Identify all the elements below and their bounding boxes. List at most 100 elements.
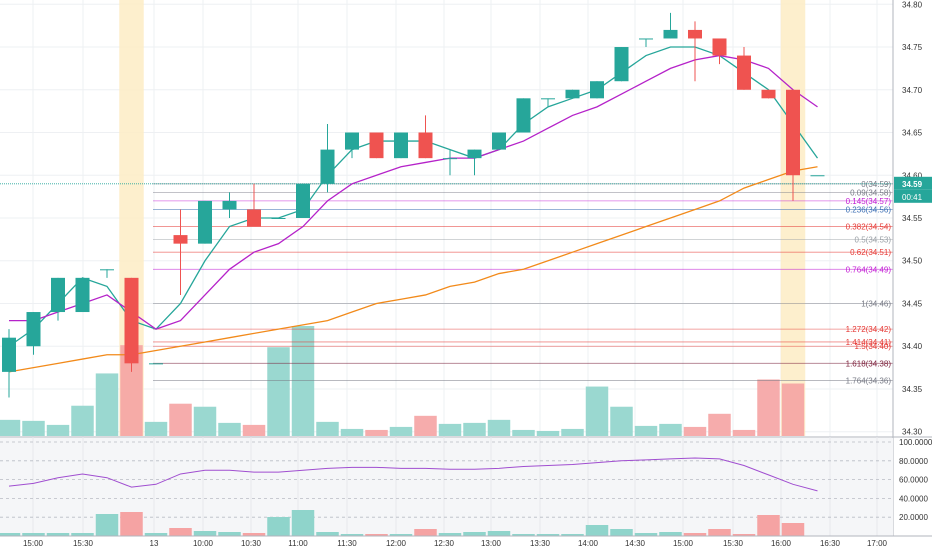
volume-bar <box>71 405 94 436</box>
volume-bar <box>487 419 511 436</box>
y-tick-label: 34.35 <box>902 385 923 394</box>
candle-body <box>296 183 310 218</box>
candle-body <box>198 200 212 244</box>
osc-y-tick-label: 80.0000 <box>899 457 928 466</box>
osc-volume-bar <box>46 533 70 536</box>
candle-body <box>222 200 237 210</box>
countdown-badge <box>894 189 932 203</box>
y-tick-label: 34.60 <box>902 171 923 180</box>
x-tick-label: 16:30 <box>820 539 841 548</box>
osc-volume-bar <box>340 534 364 536</box>
y-tick-label: 34.50 <box>902 257 923 266</box>
oscillator-background <box>0 438 893 536</box>
candle-body <box>516 98 531 133</box>
osc-volume-bar <box>242 533 266 536</box>
osc-volume-bar <box>487 531 511 536</box>
volume-bar <box>585 386 609 436</box>
volume-bar <box>169 403 192 436</box>
volume-bar <box>316 421 339 436</box>
fib-level-label: 0.145(34.57) <box>846 197 892 206</box>
volume-bars <box>0 326 805 436</box>
osc-volume-bar <box>438 533 462 536</box>
volume-bar <box>22 420 45 436</box>
fib-level-label: 0.764(34.49) <box>846 265 892 274</box>
osc-volume-bar <box>193 531 217 536</box>
osc-volume-bar <box>683 533 707 536</box>
x-tick-label: 10:30 <box>241 539 262 548</box>
fib-level-label: 1.272(34.42) <box>846 325 892 334</box>
osc-volume-bar <box>536 534 560 536</box>
osc-volume-bar <box>512 534 535 536</box>
candle-body <box>565 89 580 99</box>
candle-body <box>614 47 629 82</box>
x-tick-label: 15:00 <box>23 539 44 548</box>
candle-body <box>590 81 604 99</box>
osc-volume-bar <box>316 532 339 536</box>
volume-bar <box>512 429 535 436</box>
volume-bar <box>389 426 413 436</box>
oscillator-line <box>8 457 818 492</box>
candle-body <box>712 38 727 56</box>
x-tick-label: 11:00 <box>288 539 308 548</box>
volume-bar <box>95 373 119 436</box>
candles <box>2 12 825 398</box>
price-axis: 34.80 34.75 34.70 34.65 34.60 34.55 34.50 34.45… <box>892 0 932 550</box>
x-tick-label: 15:30 <box>73 539 94 548</box>
candle-body <box>394 132 408 159</box>
y-tick-label: 34.70 <box>902 86 923 95</box>
osc-volume-bar <box>732 534 756 536</box>
osc-y-tick-label: 60.0000 <box>899 476 928 485</box>
volume-bar <box>757 379 780 436</box>
candle-body <box>761 89 776 99</box>
session-highlight <box>780 0 806 436</box>
x-tick-label: 13 <box>150 539 159 548</box>
y-tick-label: 34.45 <box>902 299 923 308</box>
candle-body <box>320 149 335 184</box>
osc-volume-bar <box>291 510 315 536</box>
osc-volume-bar <box>634 533 658 536</box>
volume-bar <box>781 383 805 436</box>
volume-bar <box>218 422 241 436</box>
candle-body <box>467 149 482 159</box>
x-tick-label: 12:00 <box>386 539 407 548</box>
volume-bar <box>683 426 707 436</box>
fib-level-label: 1.764(34.36) <box>846 376 892 385</box>
osc-y-tick-label: 40.0000 <box>899 494 928 503</box>
x-tick-label: 13:30 <box>530 539 551 548</box>
candle-body <box>810 175 825 177</box>
osc-volume-bar <box>757 515 780 536</box>
osc-volume-bar <box>365 534 388 536</box>
candle-body <box>26 312 41 347</box>
candle-body <box>786 89 800 176</box>
osc-volume-bar <box>561 534 584 536</box>
candle-body <box>639 38 653 40</box>
osc-volume-bar <box>218 532 241 536</box>
candle-body <box>51 277 65 313</box>
volume-bar <box>193 406 217 436</box>
candle-body <box>443 158 457 160</box>
oscillator-pane: 100.0000 80.0000 60.0000 40.0000 20.0000 <box>0 436 932 536</box>
osc-volume-bar <box>267 517 290 536</box>
volume-bar <box>708 413 731 436</box>
volume-bar <box>610 406 633 436</box>
candle-body <box>100 269 114 271</box>
countdown-label: 00:41 <box>902 193 923 202</box>
fib-level-label: 0.382(34.54) <box>846 223 892 232</box>
candle-body <box>271 218 286 219</box>
volume-bar <box>536 430 560 436</box>
candle-body <box>663 29 678 39</box>
osc-volume-bar <box>22 533 45 536</box>
candle-body <box>688 29 702 39</box>
volume-bar <box>659 423 682 436</box>
volume-bar <box>291 326 315 436</box>
candle-body <box>75 277 90 313</box>
volume-bar <box>120 345 143 436</box>
x-tick-label: 15:30 <box>723 539 744 548</box>
time-axis: 15:00 15:30 13 10:00 10:30 11:00 11:30 12:00 12:… <box>0 535 932 548</box>
x-tick-label: 17:00 <box>867 539 888 548</box>
osc-y-tick-label: 100.0000 <box>899 438 932 447</box>
volume-bar <box>634 425 658 436</box>
x-tick-label: 14:30 <box>625 539 646 548</box>
volume-bar <box>0 419 21 436</box>
